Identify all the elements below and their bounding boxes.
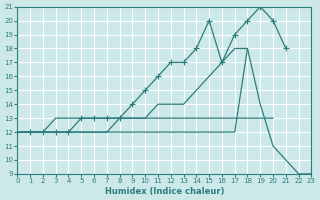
X-axis label: Humidex (Indice chaleur): Humidex (Indice chaleur)	[105, 187, 224, 196]
